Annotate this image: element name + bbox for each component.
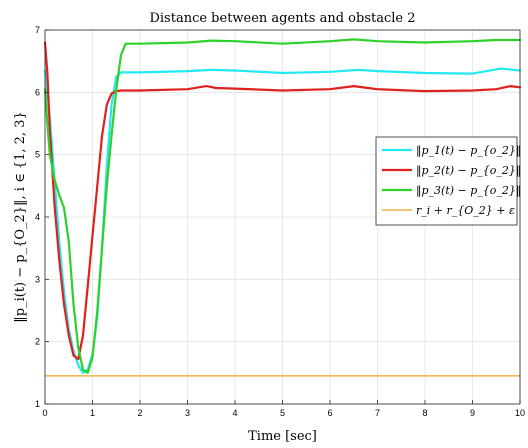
y-tick-label: 4 (35, 212, 40, 222)
x-tick-label: 8 (422, 408, 427, 418)
x-tick-label: 2 (137, 408, 142, 418)
legend: ‖p_1(t) − p_{o_2}‖ ‖p_2(t) − p_{o_2}‖ ‖p_3… (375, 136, 521, 226)
y-axis-label: ‖p_i(t) − p_{O_2}‖, i ∈ {1, 2, 3} (13, 111, 28, 323)
series-layer (43, 38, 522, 377)
y-tick-label: 6 (35, 87, 40, 97)
x-tick-label: 4 (232, 408, 237, 418)
series-line-1 (43, 67, 522, 374)
x-tick-label: 0 (42, 408, 47, 418)
legend-label: r_i + r_{O_2} + ε (416, 204, 515, 217)
y-tick-label: 1 (35, 399, 40, 409)
x-axis-label: Time [sec] (248, 429, 317, 444)
x-tick-label: 9 (470, 408, 475, 418)
x-tick-label: 1 (90, 408, 95, 418)
series-line-3 (43, 38, 522, 374)
y-tick-label: 3 (35, 274, 40, 284)
x-tick-label: 5 (280, 408, 285, 418)
x-tick-label: 7 (375, 408, 380, 418)
y-tick-label: 5 (35, 150, 40, 160)
chart-title: Distance between agents and obstacle 2 (149, 11, 415, 26)
x-tick-label: 3 (185, 408, 190, 418)
legend-label: ‖p_3(t) − p_{o_2}‖ (416, 184, 521, 198)
legend-label: ‖p_1(t) − p_{o_2}‖ (416, 144, 521, 158)
y-tick-label: 2 (35, 337, 40, 347)
legend-label: ‖p_2(t) − p_{o_2}‖ (416, 164, 521, 178)
y-tick-label: 7 (35, 25, 40, 35)
x-tick-label: 6 (327, 408, 332, 418)
x-tick-label: 10 (515, 408, 525, 418)
